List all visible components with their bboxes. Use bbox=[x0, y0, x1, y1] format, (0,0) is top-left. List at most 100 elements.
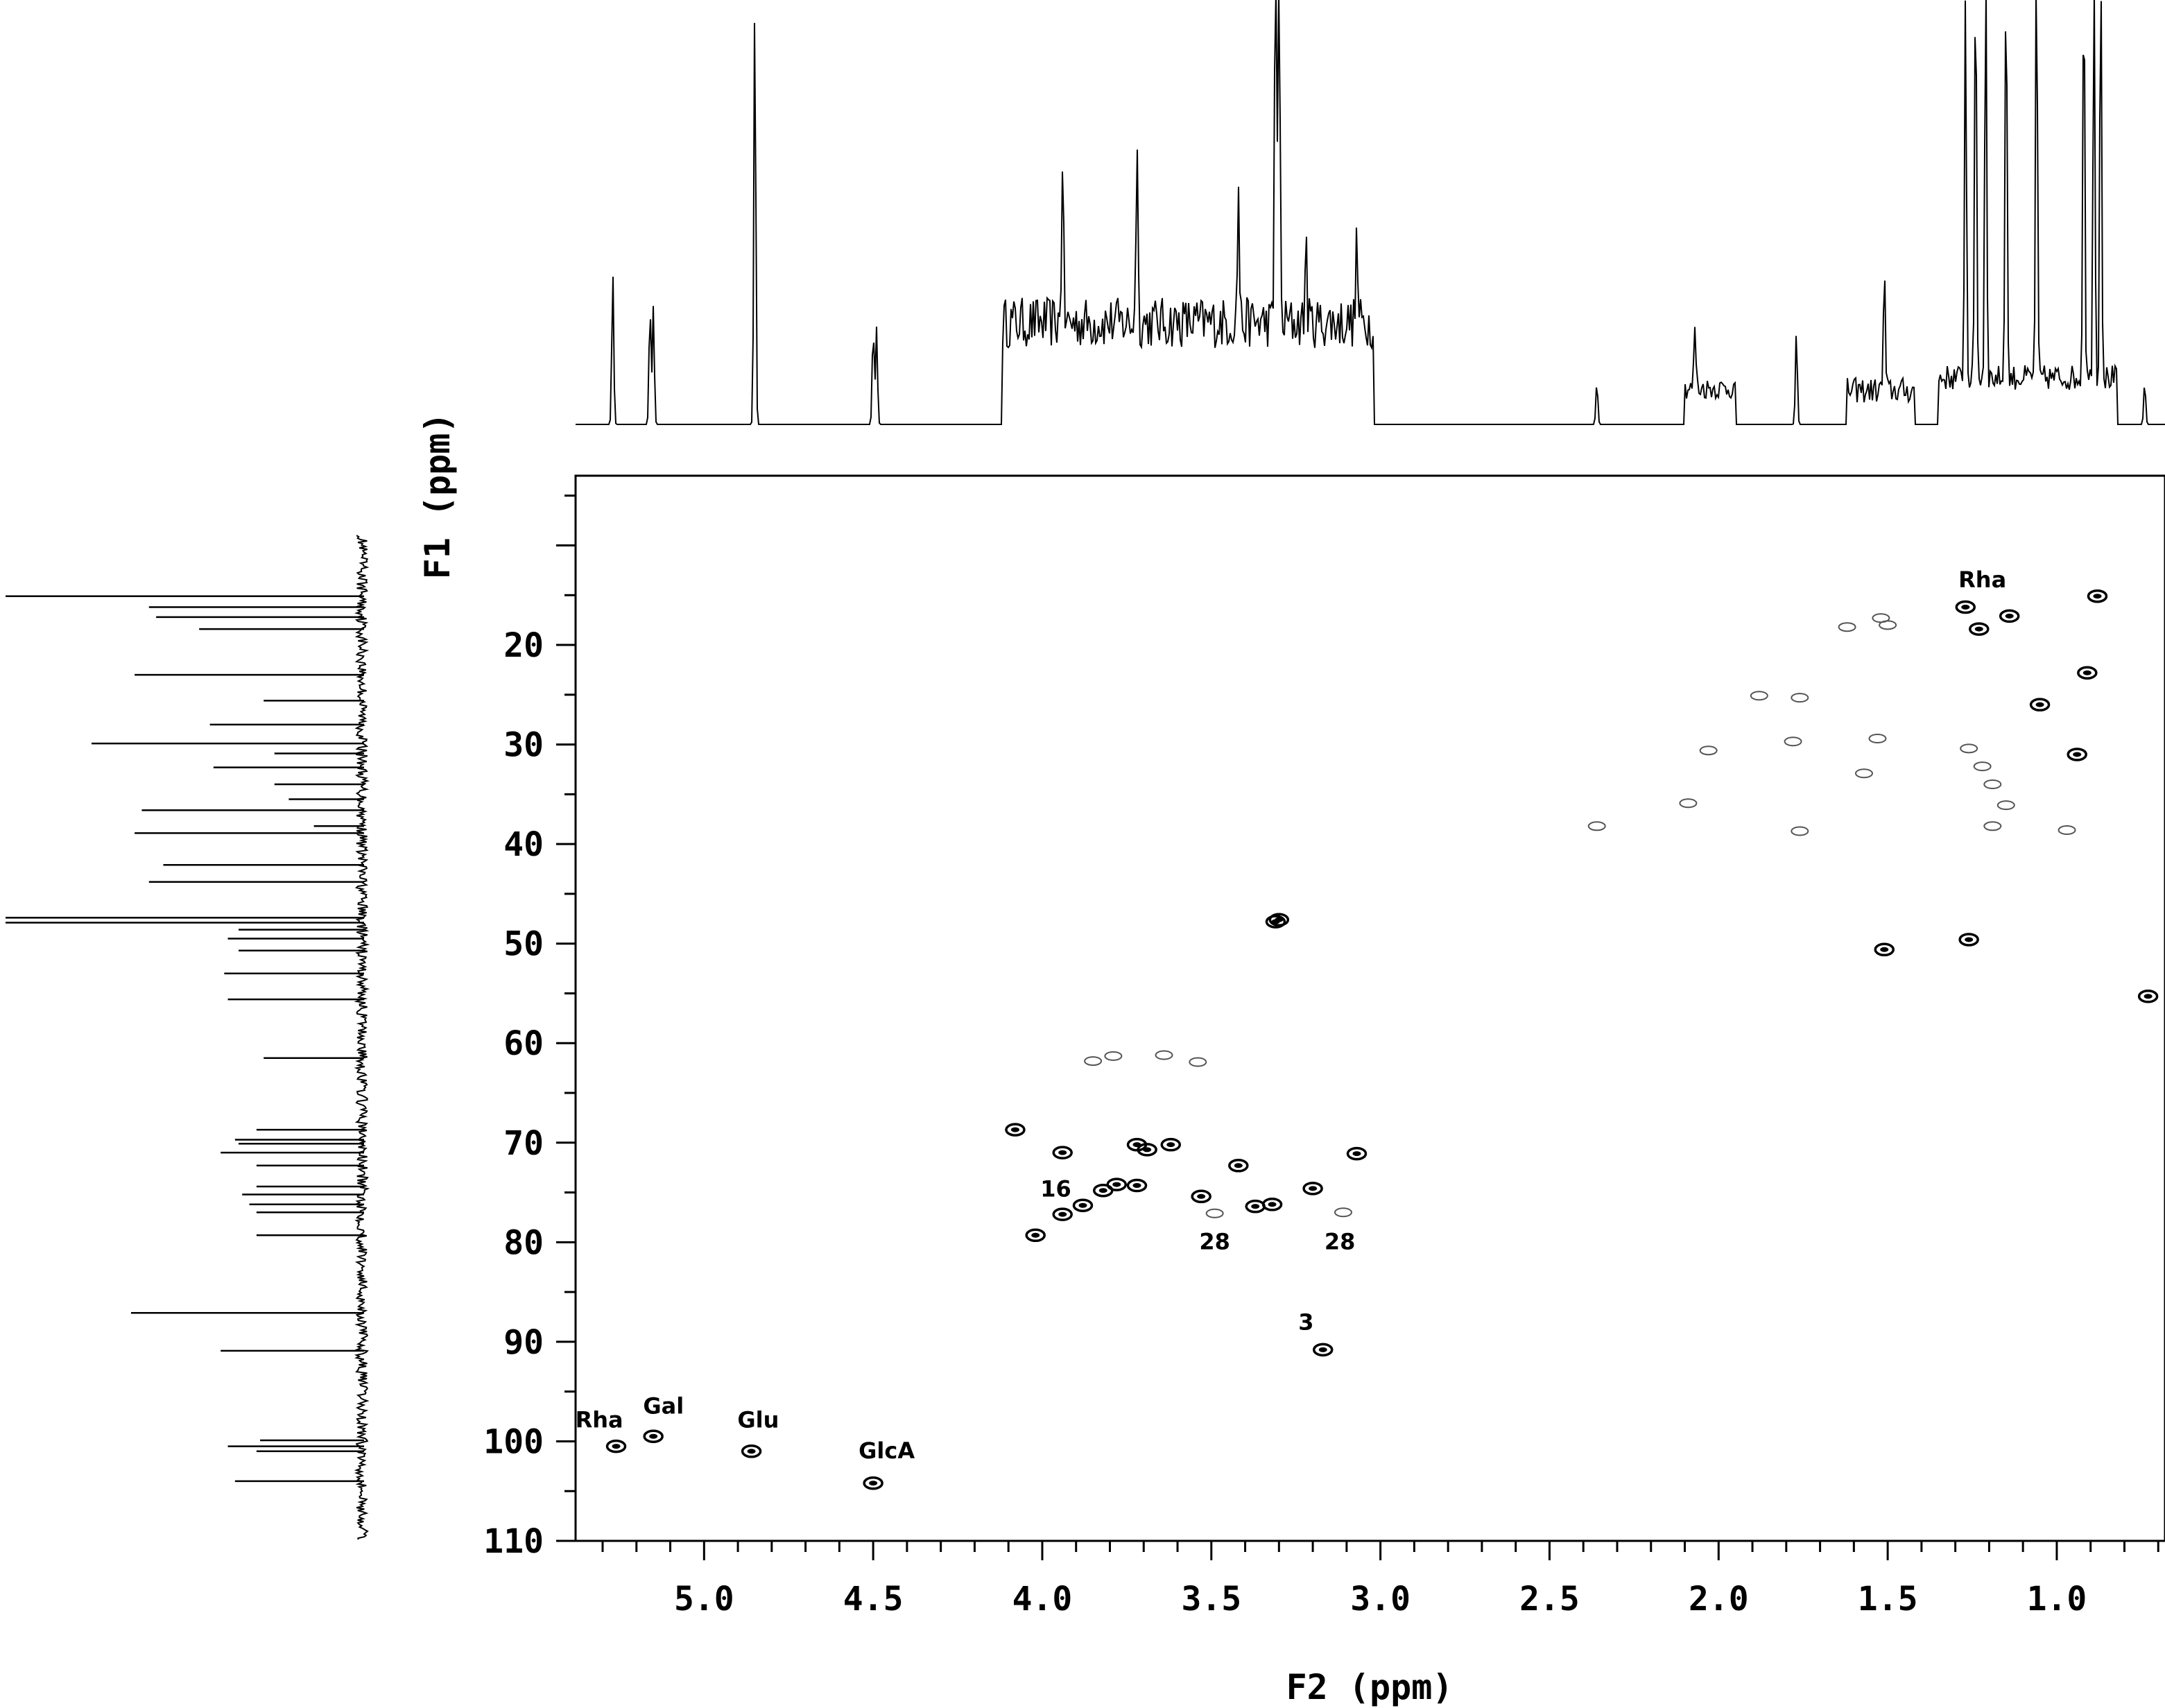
contour-inner bbox=[2035, 702, 2044, 707]
y-tick-label: 90 bbox=[503, 1323, 544, 1362]
cross-peak bbox=[1261, 1198, 1283, 1211]
peak-label: 16 bbox=[1040, 1175, 1071, 1202]
contour-inner bbox=[1132, 1183, 1141, 1189]
contour-outer bbox=[1005, 1123, 1026, 1137]
contour-inner bbox=[1010, 1127, 1019, 1132]
weak-cross-peak bbox=[1791, 826, 1809, 836]
contour-outer bbox=[1025, 1228, 1046, 1243]
weak-cross-peak bbox=[1334, 1207, 1352, 1218]
cross-peak bbox=[605, 1439, 627, 1453]
contour-inner bbox=[1318, 1347, 1327, 1352]
contour-outer bbox=[863, 1476, 883, 1490]
contour-outer bbox=[2029, 698, 2051, 711]
peak-label: Rha bbox=[1958, 567, 2006, 593]
contour-outer bbox=[1052, 1207, 1073, 1221]
contour-outer bbox=[1228, 1159, 1249, 1173]
x-tick-label: 3.5 bbox=[1181, 1580, 1241, 1619]
contour-outer bbox=[1265, 915, 1286, 929]
carbon-noise-trace bbox=[354, 535, 370, 1540]
contour-inner bbox=[1234, 1163, 1243, 1168]
contour-outer bbox=[1958, 933, 1979, 947]
x-tick-label: 1.5 bbox=[1858, 1580, 1918, 1619]
x-tick-label: 5.0 bbox=[674, 1580, 734, 1619]
x-axis: 5.0 4.5 4.0 3.5 3.0 2.5 2.0 1.5 1.0 bbox=[601, 1541, 2159, 1619]
peak-label: Rha bbox=[576, 1406, 623, 1433]
weak-cross-peak bbox=[1973, 761, 1992, 772]
contour-inner bbox=[1271, 919, 1280, 924]
y-tick-label: 100 bbox=[483, 1422, 544, 1461]
weak-cross-peak bbox=[1084, 1056, 1103, 1067]
contour-outer bbox=[1999, 609, 2020, 623]
weak-cross-peak bbox=[1155, 1050, 1173, 1060]
contour-outer bbox=[2087, 589, 2108, 603]
contour-outer bbox=[1874, 942, 1895, 957]
peak-label: Glu bbox=[737, 1406, 779, 1433]
peak-annotations: Rha Gal Glu GlcA 16 28 28 3 Rha bbox=[576, 567, 2007, 1464]
contour-inner bbox=[1197, 1193, 1206, 1199]
weak-cross-peak bbox=[1983, 779, 2002, 790]
contour-inner bbox=[1078, 1202, 1087, 1208]
contour-outer bbox=[1955, 600, 1976, 614]
contour-inner bbox=[1974, 626, 1983, 632]
contour-inner bbox=[1309, 1186, 1318, 1191]
cross-peak bbox=[741, 1444, 762, 1458]
x-axis-title: F2 (ppm) bbox=[1286, 1667, 1454, 1707]
contour-inner bbox=[1058, 1150, 1067, 1155]
contour-outer bbox=[1302, 1182, 1323, 1196]
contour-inner bbox=[1251, 1204, 1260, 1209]
cross-peak bbox=[1052, 1146, 1073, 1159]
cross-peak bbox=[643, 1429, 664, 1444]
contour-outer bbox=[2137, 990, 2159, 1003]
cross-peak bbox=[1958, 933, 1979, 947]
contour-inner bbox=[2073, 752, 2082, 757]
weak-cross-peak bbox=[1189, 1057, 1207, 1067]
cross-peak bbox=[1191, 1189, 1211, 1204]
contour-outer bbox=[643, 1429, 664, 1444]
y-tick-label: 110 bbox=[483, 1522, 544, 1561]
contour-inner bbox=[1143, 1147, 1152, 1153]
cross-peak bbox=[1005, 1123, 1026, 1137]
contour-inner bbox=[1112, 1182, 1121, 1187]
cross-peak bbox=[1052, 1207, 1073, 1221]
contour-outer bbox=[1268, 913, 1290, 926]
weak-cross-peak bbox=[1699, 745, 1718, 756]
contour-inner bbox=[1058, 1211, 1067, 1217]
contour-inner bbox=[612, 1444, 621, 1449]
cross-peak bbox=[1228, 1159, 1249, 1173]
contour-outer bbox=[1137, 1143, 1157, 1157]
peak-label: 3 bbox=[1298, 1309, 1313, 1336]
y-tick-label: 20 bbox=[503, 626, 544, 665]
weak-cross-peak bbox=[1996, 800, 2015, 811]
contour-inner bbox=[2082, 670, 2091, 675]
y-tick-label: 40 bbox=[503, 825, 544, 864]
contour-outer bbox=[1106, 1178, 1128, 1191]
proton-1d-projection bbox=[576, 0, 2165, 425]
contour-outer bbox=[1969, 622, 1990, 636]
cross-peak bbox=[1265, 915, 1286, 929]
contour-inner bbox=[1166, 1142, 1175, 1148]
cross-peak bbox=[2029, 698, 2051, 711]
contour-inner bbox=[1965, 937, 1974, 942]
x-tick-label: 3.0 bbox=[1350, 1580, 1411, 1619]
contour-inner bbox=[1098, 1188, 1107, 1193]
cross-peak bbox=[1160, 1137, 1182, 1152]
contour-inner bbox=[2005, 613, 2014, 619]
weak-cross-peak bbox=[1854, 768, 1873, 779]
cross-peak bbox=[1025, 1228, 1046, 1243]
y-tick-label: 70 bbox=[503, 1124, 544, 1163]
weak-cross-peak bbox=[1587, 821, 1606, 831]
cross-peak bbox=[1346, 1146, 1368, 1161]
contour-peaks bbox=[605, 589, 2159, 1490]
weak-cross-peak bbox=[1679, 798, 1698, 809]
cross-peak bbox=[2137, 990, 2159, 1003]
x-tick-label: 4.5 bbox=[843, 1580, 904, 1619]
contour-outer bbox=[1160, 1137, 1182, 1152]
cross-peak bbox=[1874, 942, 1895, 957]
cross-peak bbox=[1312, 1343, 1334, 1357]
contour-outer bbox=[605, 1439, 627, 1453]
plot-frame bbox=[574, 474, 2165, 1542]
weak-cross-peak bbox=[1205, 1208, 1224, 1218]
contour-outer bbox=[1052, 1146, 1073, 1159]
x-tick-label: 1.0 bbox=[2027, 1580, 2087, 1619]
cross-peak bbox=[863, 1476, 883, 1490]
